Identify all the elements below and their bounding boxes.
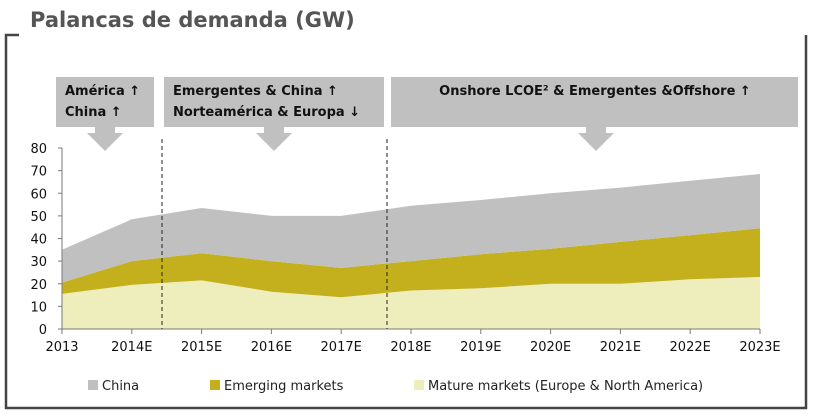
y-tick-label: 30 [30, 255, 47, 270]
y-tick-label: 60 [30, 187, 47, 202]
annotation-banner [391, 77, 798, 127]
x-tick-label: 2014E [111, 340, 152, 355]
legend-label: China [102, 379, 139, 394]
series-area [62, 277, 760, 329]
series-area [62, 174, 760, 283]
y-tick-label: 10 [30, 300, 47, 315]
annotation-banner [164, 77, 384, 127]
x-tick-label: 2023E [739, 340, 780, 355]
series-area [62, 228, 760, 298]
annotation-label: América ↑ [65, 84, 140, 99]
annotation-label: China ↑ [65, 105, 122, 120]
y-tick-label: 70 [30, 165, 47, 180]
x-tick-label: 2022E [670, 340, 711, 355]
chart-title: Palancas de demanda (GW) [30, 8, 355, 32]
y-tick-label: 20 [30, 278, 47, 293]
x-tick-label: 2020E [530, 340, 571, 355]
legend-swatch [414, 380, 424, 390]
y-tick-label: 0 [39, 323, 47, 338]
legend-label: Mature markets (Europe & North America) [428, 379, 703, 394]
down-arrow-icon [256, 127, 292, 151]
x-tick-label: 2013 [45, 340, 78, 355]
frame [4, 33, 808, 410]
x-tick-label: 2016E [251, 340, 292, 355]
x-tick-label: 2017E [321, 340, 362, 355]
y-tick-label: 50 [30, 210, 47, 225]
annotation-banner [56, 77, 154, 127]
annotation-label: Norteamérica & Europa ↓ [173, 105, 360, 120]
y-tick-label: 40 [30, 233, 47, 248]
down-arrow-icon [578, 127, 614, 151]
x-tick-label: 2021E [600, 340, 641, 355]
x-tick-label: 2018E [390, 340, 431, 355]
y-tick-label: 80 [30, 142, 47, 157]
annotation-label: Onshore LCOE² & Emergentes &Offshore ↑ [439, 84, 751, 99]
annotation-label: Emergentes & China ↑ [173, 84, 338, 99]
down-arrow-icon [87, 127, 123, 151]
legend-swatch [210, 380, 220, 390]
x-tick-label: 2015E [181, 340, 222, 355]
legend-swatch [88, 380, 98, 390]
x-tick-label: 2019E [460, 340, 501, 355]
legend-label: Emerging markets [224, 379, 344, 394]
